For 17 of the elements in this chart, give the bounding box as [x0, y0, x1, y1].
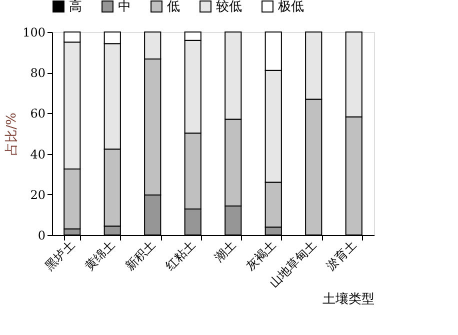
- x-tick-label: 淤育土: [324, 238, 360, 273]
- legend-label: 中: [118, 0, 131, 15]
- legend-label: 低: [167, 0, 180, 15]
- x-tick-label: 灰褐土: [243, 238, 279, 273]
- y-tick-label: 20: [30, 188, 46, 202]
- x-tick-label: 新积土: [122, 238, 158, 273]
- y-tick-label: 80: [30, 66, 46, 80]
- x-tick-label: 红粘土: [162, 238, 198, 273]
- x-axis-title: 土壤类型: [322, 292, 374, 308]
- y-tick-label: 60: [30, 106, 46, 121]
- legend-label: 极低: [277, 0, 304, 15]
- legend-label: 较低: [216, 0, 242, 15]
- x-tick-label: 黄绵土: [82, 238, 118, 273]
- y-axis-title: 占比/%: [4, 112, 20, 156]
- y-tick-label: 40: [30, 147, 46, 162]
- y-tick-label: 100: [22, 26, 46, 40]
- x-tick-label: 潮土: [212, 238, 239, 264]
